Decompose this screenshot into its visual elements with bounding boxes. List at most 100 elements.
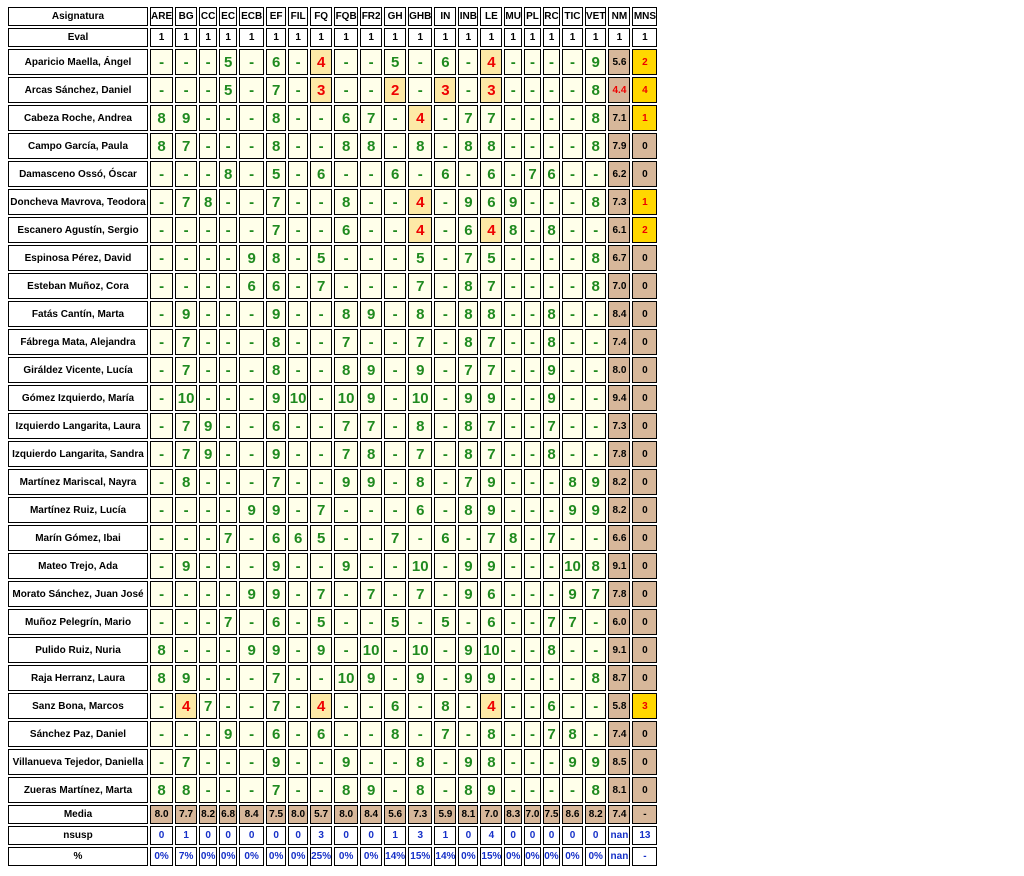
grade-cell: - (561, 105, 583, 131)
grade-cell: - (288, 693, 309, 719)
eval-cell: 1 (504, 28, 522, 47)
grade-cell: 7 (542, 413, 560, 439)
student-name[interactable]: Cabeza Roche, Andrea (8, 105, 148, 131)
student-name[interactable]: Fábrega Mata, Alejandra (8, 329, 148, 355)
student-name[interactable]: Morato Sánchez, Juan José (8, 581, 148, 607)
subject-header-ec[interactable]: EC (219, 7, 238, 26)
grade-cell: - (523, 441, 541, 467)
student-name[interactable]: Izquierdo Langarita, Sandra (8, 441, 148, 467)
grade-cell: 8 (458, 301, 479, 327)
grade-cell: 3 (434, 77, 457, 103)
grade-cell: - (199, 581, 218, 607)
grade-cell: 8 (458, 497, 479, 523)
student-name[interactable]: Zueras Martínez, Marta (8, 777, 148, 803)
nsusp-cell: 0 (199, 826, 218, 845)
subject-header-gh[interactable]: GH (384, 7, 407, 26)
student-name[interactable]: Izquierdo Langarita, Laura (8, 413, 148, 439)
subject-header-fqb[interactable]: FQB (334, 7, 359, 26)
subject-header-cc[interactable]: CC (199, 7, 218, 26)
student-name[interactable]: Marín Gómez, Ibai (8, 525, 148, 551)
grade-cell: - (561, 77, 583, 103)
nsusp-cell: 0 (219, 826, 238, 845)
grade-cell: - (458, 77, 479, 103)
subject-header-fr2[interactable]: FR2 (360, 7, 383, 26)
subject-header-ecb[interactable]: ECB (239, 7, 265, 26)
student-row: Izquierdo Langarita, Laura -7 9- -6- -7 7-8-8… (8, 413, 658, 439)
student-name[interactable]: Muñoz Pelegrín, Mario (8, 609, 148, 635)
subject-header-vet[interactable]: VET (584, 7, 607, 26)
grade-cell: 7 (219, 609, 238, 635)
student-row: Cabeza Roche, Andrea 8 9- - -8- -6 7-4-7 7- - - -8… (8, 105, 658, 131)
grade-cell: - (504, 581, 522, 607)
grade-cell: 10 (288, 385, 309, 411)
student-name[interactable]: Villanueva Tejedor, Daniella (8, 749, 148, 775)
grade-cell: 10 (334, 665, 359, 691)
grades-table-body: Asignatura ARE BG CC EC ECB EF FIL FQ FQB FR2 GH GHB… (8, 7, 658, 866)
summary-header-nm[interactable]: NM (608, 7, 631, 26)
grade-cell: 5 (480, 245, 503, 271)
student-name[interactable]: Campo García, Paula (8, 133, 148, 159)
subject-header-are[interactable]: ARE (150, 7, 174, 26)
grade-cell: - (150, 693, 174, 719)
grade-cell: 9 (584, 469, 607, 495)
grade-cell: 8 (150, 777, 174, 803)
failed-count-cell: 0 (632, 413, 658, 439)
failed-count-cell: 3 (632, 693, 658, 719)
grade-cell: 9 (266, 497, 287, 523)
grade-cell: 7 (266, 217, 287, 243)
subject-header-in[interactable]: IN (434, 7, 457, 26)
eval-cell: 1 (458, 28, 479, 47)
student-name[interactable]: Espinosa Pérez, David (8, 245, 148, 271)
subject-header-ghb[interactable]: GHB (408, 7, 433, 26)
student-name[interactable]: Martínez Mariscal, Nayra (8, 469, 148, 495)
grade-cell: 8 (408, 777, 433, 803)
student-name[interactable]: Doncheva Mavrova, Teodora (8, 189, 148, 215)
student-name[interactable]: Giráldez Vicente, Lucía (8, 357, 148, 383)
student-row: Fábrega Mata, Alejandra -7- - -8- -7- -7-8 7- -… (8, 329, 658, 355)
student-name[interactable]: Damasceno Ossó, Óscar (8, 161, 148, 187)
student-name[interactable]: Escanero Agustín, Sergio (8, 217, 148, 243)
student-name[interactable]: Sanz Bona, Marcos (8, 693, 148, 719)
grade-cell: - (561, 301, 583, 327)
subject-header-mu[interactable]: MU (504, 7, 522, 26)
grade-cell: - (504, 777, 522, 803)
average-grade-cell: 6.6 (608, 525, 631, 551)
grade-cell: - (219, 217, 238, 243)
subject-header-rc[interactable]: RC (542, 7, 560, 26)
summary-header-mns[interactable]: MNS (632, 7, 658, 26)
student-name[interactable]: Arcas Sánchez, Daniel (8, 77, 148, 103)
student-name[interactable]: Aparicio Maella, Ángel (8, 49, 148, 75)
media-cell: - (632, 805, 658, 824)
grade-cell: - (384, 357, 407, 383)
student-name[interactable]: Mateo Trejo, Ada (8, 553, 148, 579)
student-name[interactable]: Raja Herranz, Laura (8, 665, 148, 691)
grade-cell: - (523, 105, 541, 131)
subject-header-ef[interactable]: EF (266, 7, 287, 26)
grade-cell: 9 (199, 413, 218, 439)
student-name[interactable]: Pulido Ruiz, Nuria (8, 637, 148, 663)
subject-header-le[interactable]: LE (480, 7, 503, 26)
student-name[interactable]: Fatás Cantín, Marta (8, 301, 148, 327)
nsusp-cell: 1 (175, 826, 198, 845)
subject-header-pl[interactable]: PL (523, 7, 541, 26)
student-name[interactable]: Esteban Muñoz, Cora (8, 273, 148, 299)
grade-cell: - (523, 665, 541, 691)
subject-header-inb[interactable]: INB (458, 7, 479, 26)
average-grade-cell: 8.4 (608, 301, 631, 327)
student-name[interactable]: Gómez Izquierdo, María (8, 385, 148, 411)
grade-cell: - (561, 777, 583, 803)
grade-cell: 8 (266, 105, 287, 131)
grade-cell: - (434, 329, 457, 355)
grade-cell: - (219, 469, 238, 495)
student-name[interactable]: Martínez Ruiz, Lucía (8, 497, 148, 523)
failed-count-cell: 0 (632, 777, 658, 803)
grade-cell: - (199, 301, 218, 327)
eval-cell: 1 (561, 28, 583, 47)
grade-cell: - (523, 217, 541, 243)
student-name[interactable]: Sánchez Paz, Daniel (8, 721, 148, 747)
subject-header-fil[interactable]: FIL (288, 7, 309, 26)
grade-cell: 8 (458, 441, 479, 467)
subject-header-tic[interactable]: TIC (561, 7, 583, 26)
subject-header-fq[interactable]: FQ (310, 7, 333, 26)
subject-header-bg[interactable]: BG (175, 7, 198, 26)
